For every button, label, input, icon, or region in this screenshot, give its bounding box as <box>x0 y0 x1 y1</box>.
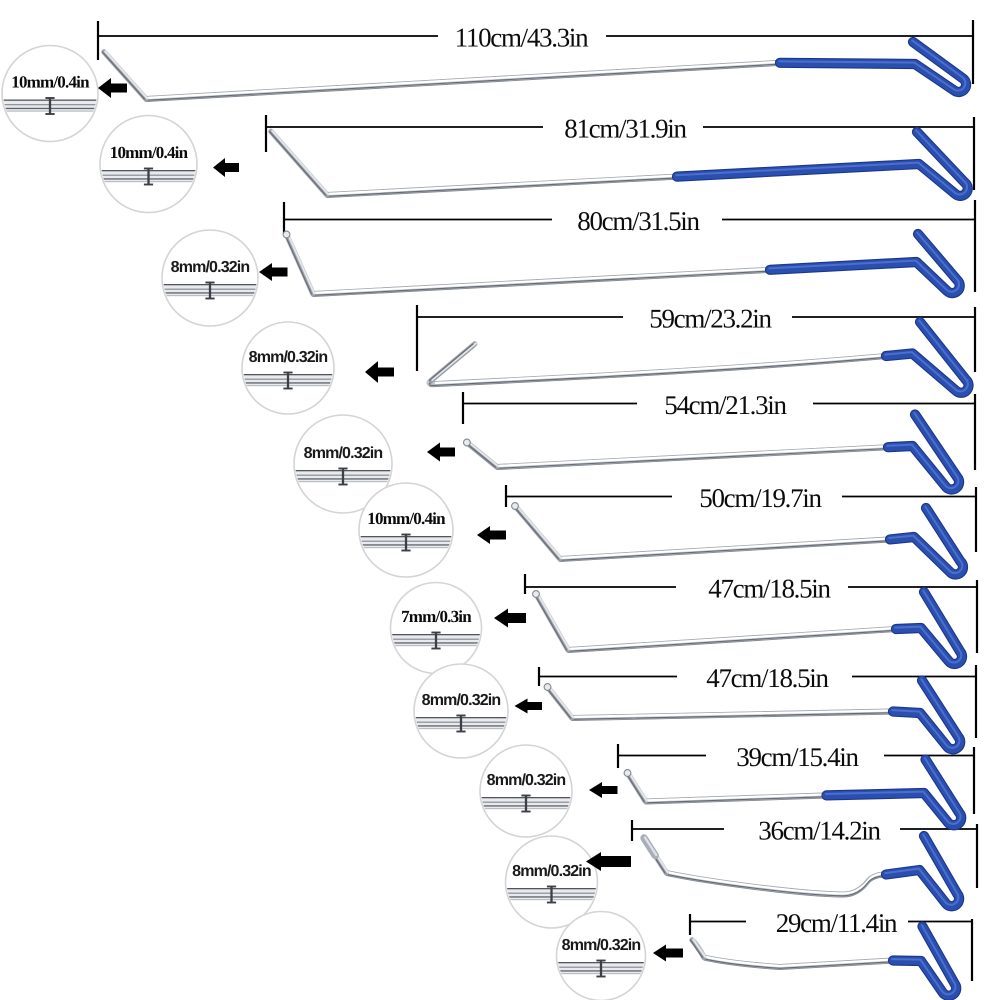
svg-text:10mm/0.4in: 10mm/0.4in <box>367 509 446 528</box>
svg-text:7mm/0.3in: 7mm/0.3in <box>401 607 472 626</box>
svg-text:81cm/31.9in: 81cm/31.9in <box>564 113 687 143</box>
svg-text:47cm/18.5in: 47cm/18.5in <box>706 663 829 693</box>
svg-text:47cm/18.5in: 47cm/18.5in <box>708 573 831 603</box>
svg-text:8mm/0.32in: 8mm/0.32in <box>487 772 566 789</box>
svg-text:36cm/14.2in: 36cm/14.2in <box>758 815 881 845</box>
svg-text:10mm/0.4in: 10mm/0.4in <box>11 73 90 92</box>
svg-text:59cm/23.2in: 59cm/23.2in <box>649 303 772 333</box>
svg-text:110cm/43.3in: 110cm/43.3in <box>455 22 589 52</box>
svg-text:50cm/19.7in: 50cm/19.7in <box>699 483 822 513</box>
svg-text:54cm/21.3in: 54cm/21.3in <box>664 390 787 420</box>
svg-text:39cm/15.4in: 39cm/15.4in <box>736 742 859 772</box>
svg-text:8mm/0.32in: 8mm/0.32in <box>562 937 641 954</box>
svg-text:8mm/0.32in: 8mm/0.32in <box>171 259 250 276</box>
svg-text:8mm/0.32in: 8mm/0.32in <box>422 692 501 709</box>
svg-text:29cm/11.4in: 29cm/11.4in <box>776 908 898 938</box>
svg-text:10mm/0.4in: 10mm/0.4in <box>110 143 189 162</box>
svg-text:8mm/0.32in: 8mm/0.32in <box>249 349 328 366</box>
svg-text:80cm/31.5in: 80cm/31.5in <box>577 206 700 236</box>
svg-text:8mm/0.32in: 8mm/0.32in <box>304 445 383 462</box>
svg-text:8mm/0.32in: 8mm/0.32in <box>512 863 591 880</box>
